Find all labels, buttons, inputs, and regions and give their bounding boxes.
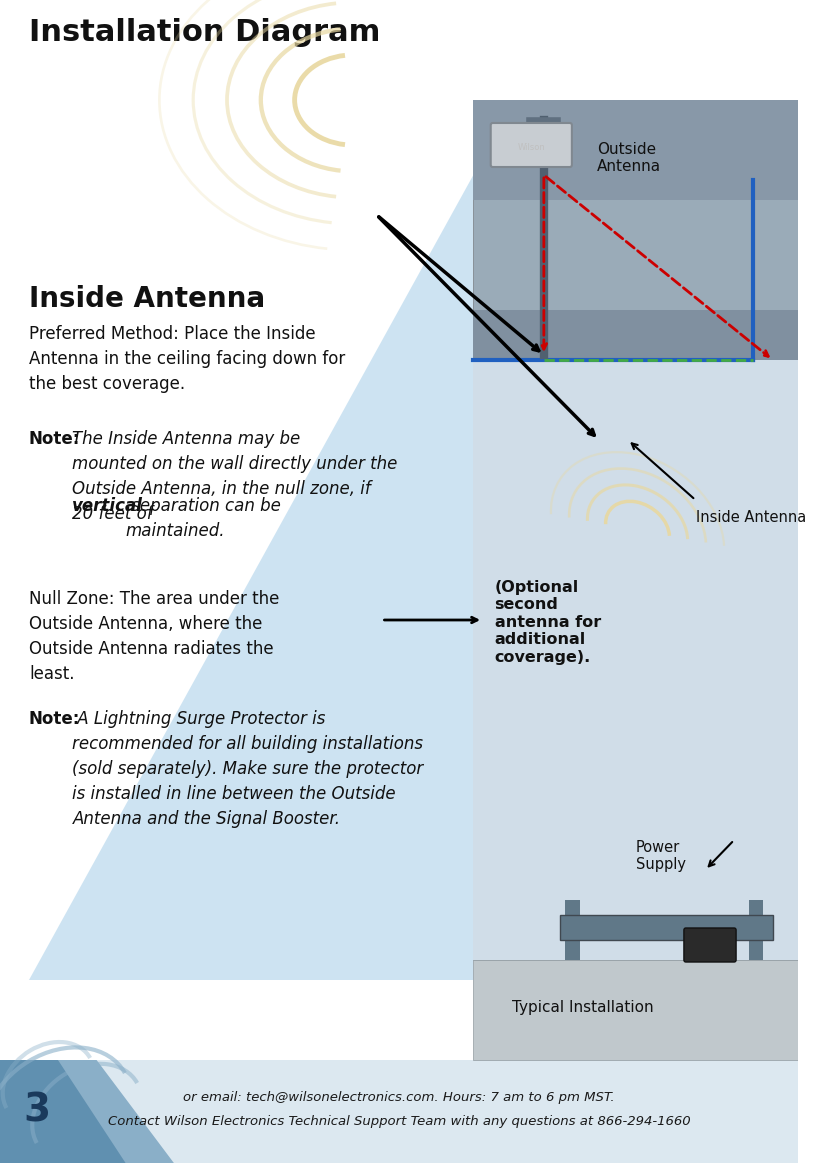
Polygon shape [473, 311, 798, 361]
Text: Outside
Antenna: Outside Antenna [597, 142, 661, 174]
Polygon shape [473, 361, 798, 959]
Text: Preferred Method: Place the Inside
Antenna in the ceiling facing down for
the be: Preferred Method: Place the Inside Anten… [29, 324, 345, 393]
Text: Null Zone: The area under the
Outside Antenna, where the
Outside Antenna radiate: Null Zone: The area under the Outside An… [29, 590, 279, 683]
Text: Contact Wilson Electronics Technical Support Team with any questions at 866-294-: Contact Wilson Electronics Technical Sup… [107, 1114, 691, 1127]
Text: separation can be
maintained.: separation can be maintained. [126, 497, 281, 540]
Polygon shape [473, 100, 798, 200]
Text: Installation Diagram: Installation Diagram [29, 17, 380, 47]
Text: or email: tech@wilsonelectronics.com. Hours: 7 am to 6 pm MST.: or email: tech@wilsonelectronics.com. Ho… [183, 1092, 615, 1105]
Polygon shape [473, 100, 798, 311]
FancyBboxPatch shape [0, 1059, 798, 1163]
Polygon shape [0, 1059, 174, 1163]
Text: A Lightning Surge Protector is
recommended for all building installations
(sold : A Lightning Surge Protector is recommend… [73, 709, 424, 828]
Polygon shape [0, 1059, 126, 1163]
Text: Typical Installation: Typical Installation [512, 1000, 653, 1015]
FancyBboxPatch shape [491, 123, 572, 167]
Text: Inside Antenna: Inside Antenna [695, 511, 805, 525]
Polygon shape [473, 311, 798, 959]
Text: 3: 3 [23, 1092, 50, 1130]
Bar [565, 900, 580, 959]
Text: Inside Antenna: Inside Antenna [29, 285, 265, 313]
Text: Note:: Note: [29, 430, 80, 448]
Bar [748, 900, 763, 959]
Text: vertical: vertical [73, 497, 144, 515]
Polygon shape [29, 174, 473, 980]
FancyBboxPatch shape [684, 928, 736, 962]
Text: (Optional
second
antenna for
additional
coverage).: (Optional second antenna for additional … [495, 580, 601, 664]
Polygon shape [473, 959, 798, 1059]
FancyBboxPatch shape [560, 915, 773, 940]
Text: Wilson: Wilson [517, 143, 545, 151]
Text: Note:: Note: [29, 709, 80, 728]
Text: Power
Supply: Power Supply [636, 840, 686, 872]
Text: The Inside Antenna may be
mounted on the wall directly under the
Outside Antenna: The Inside Antenna may be mounted on the… [73, 430, 398, 523]
